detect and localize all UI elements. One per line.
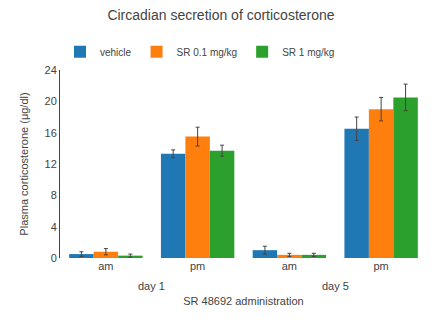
svg-text:SR 0.1 mg/kg: SR 0.1 mg/kg	[177, 47, 238, 58]
svg-text:Circadian secretion of cortico: Circadian secretion of corticosterone	[107, 7, 334, 23]
svg-text:pm: pm	[373, 260, 388, 272]
svg-text:8: 8	[51, 189, 57, 201]
svg-text:16: 16	[45, 127, 57, 139]
svg-text:24: 24	[45, 64, 57, 76]
svg-text:Plasma corticosterone (μg/dl): Plasma corticosterone (μg/dl)	[18, 92, 30, 235]
svg-text:12: 12	[45, 158, 57, 170]
svg-text:day 5: day 5	[322, 280, 349, 292]
svg-text:day 1: day 1	[138, 280, 165, 292]
svg-text:vehicle: vehicle	[100, 47, 132, 58]
svg-text:20: 20	[45, 95, 57, 107]
svg-text:SR 1 mg/kg: SR 1 mg/kg	[282, 47, 334, 58]
svg-text:SR 48692 administration: SR 48692 administration	[183, 295, 303, 307]
svg-text:pm: pm	[190, 260, 205, 272]
svg-text:0: 0	[51, 252, 57, 264]
svg-text:am: am	[98, 260, 113, 272]
svg-text:am: am	[282, 260, 297, 272]
svg-text:4: 4	[51, 221, 57, 233]
